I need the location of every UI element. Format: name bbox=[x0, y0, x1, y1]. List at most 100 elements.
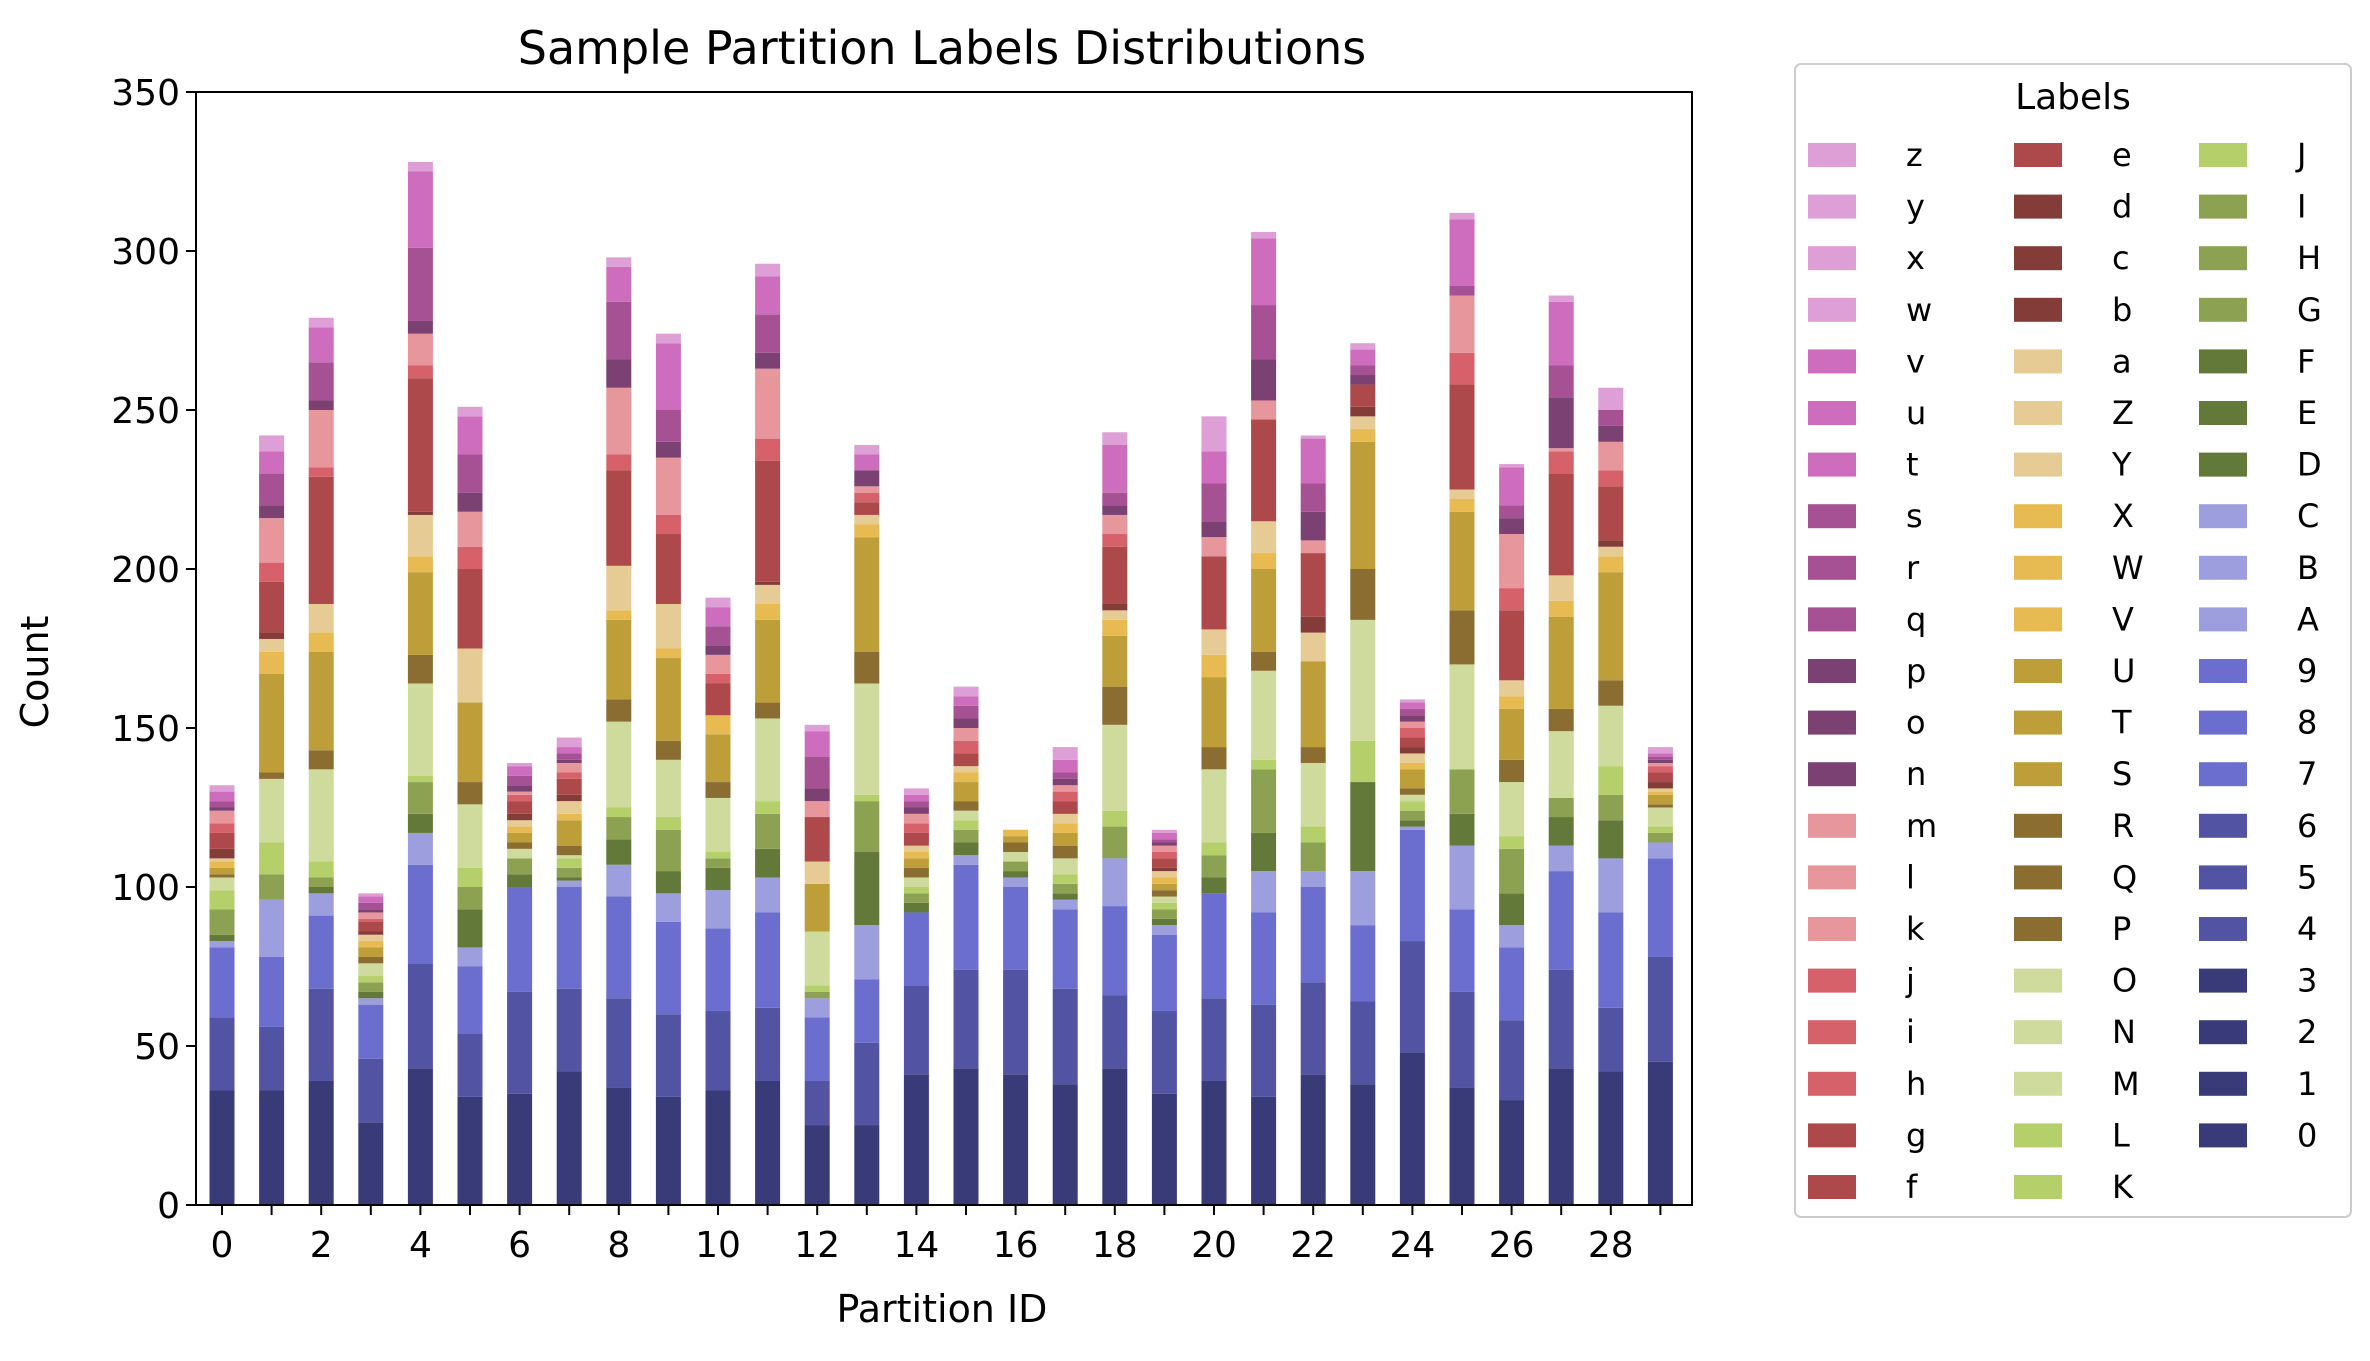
bar-segment-p17-k-m bbox=[1052, 785, 1078, 792]
bar-segment-p9-D-F bbox=[655, 871, 681, 894]
bar-segment-p4-S-U bbox=[407, 572, 433, 655]
x-tick-label: 16 bbox=[993, 1225, 1039, 1266]
bar-segment-p19-t-v bbox=[1151, 832, 1177, 840]
bar-segment-p21-7-9 bbox=[1251, 912, 1277, 1005]
bar-segment-p4-h-j bbox=[407, 365, 433, 379]
bar-segment-p17-A-C bbox=[1052, 899, 1078, 910]
bar-segment-p23-w-z bbox=[1350, 343, 1376, 350]
bar-segment-p15-h-j bbox=[953, 740, 979, 754]
legend-swatch-e bbox=[2014, 143, 2062, 167]
x-axis-label: Partition ID bbox=[837, 1287, 1048, 1331]
bar-segment-p9-A-C bbox=[655, 893, 681, 922]
bar-segment-p26-h-j bbox=[1499, 588, 1525, 611]
bar-segment-p20-P-R bbox=[1201, 747, 1227, 770]
bar-segment-p8-q-s bbox=[606, 301, 632, 360]
bar-segment-p3-w-z bbox=[358, 893, 384, 897]
legend-label-n: n bbox=[1906, 755, 1926, 793]
bar-segment-p9-G-I bbox=[655, 829, 681, 872]
legend-label-i: i bbox=[1906, 1013, 1915, 1051]
bar-segment-p26-J-L bbox=[1499, 836, 1525, 849]
bar-segment-p15-G-I bbox=[953, 829, 979, 843]
bar-segment-p14-J-L bbox=[903, 887, 929, 894]
bar-segment-p5-D-F bbox=[457, 909, 483, 948]
bar-segment-p9-0-3 bbox=[655, 1096, 681, 1205]
bar-segment-p15-7-9 bbox=[953, 864, 979, 970]
bar-segment-p8-A-C bbox=[606, 864, 632, 897]
bar-segment-p25-V-X bbox=[1449, 499, 1475, 512]
bar-segment-p27-k-m bbox=[1548, 448, 1574, 452]
bar-segment-p29-h-j bbox=[1647, 766, 1673, 773]
bar-segment-p29-M-O bbox=[1647, 807, 1673, 827]
bar-segment-p18-P-R bbox=[1102, 686, 1128, 725]
bar-segment-p19-M-O bbox=[1151, 896, 1177, 903]
bar-segment-p24-D-F bbox=[1399, 820, 1425, 827]
legend-label-l: l bbox=[1906, 858, 1915, 896]
bar-segment-p15-D-F bbox=[953, 842, 979, 856]
bar-segment-p1-M-O bbox=[259, 778, 285, 843]
bar-segment-p12-0-3 bbox=[804, 1125, 830, 1205]
bar-segment-p8-D-F bbox=[606, 839, 632, 865]
bar-segment-p13-w-z bbox=[854, 444, 880, 455]
legend-label-Q: Q bbox=[2112, 858, 2137, 896]
bar-segment-p4-e-g bbox=[407, 378, 433, 512]
bar-segment-p28-A-C bbox=[1598, 858, 1624, 913]
y-tick-label: 250 bbox=[111, 391, 180, 432]
bar-segment-p25-e-g bbox=[1449, 384, 1475, 490]
bar-segment-p9-S-U bbox=[655, 658, 681, 741]
bar-segment-p20-q-s bbox=[1201, 483, 1227, 522]
legend-label-W: W bbox=[2112, 549, 2144, 587]
bar-segment-p14-M-O bbox=[903, 877, 929, 887]
bar-segment-p17-q-s bbox=[1052, 772, 1078, 779]
bar-segment-p20-k-m bbox=[1201, 537, 1227, 557]
bar-segment-p3-P-R bbox=[358, 956, 384, 964]
legend-label-4: 4 bbox=[2297, 910, 2317, 948]
legend-swatch-S bbox=[2014, 762, 2062, 787]
legend-swatch-8 bbox=[2199, 710, 2247, 735]
bar-segment-p15-t-v bbox=[953, 696, 979, 706]
legend-label-1: 1 bbox=[2297, 1065, 2317, 1103]
bar-segment-p26-S-U bbox=[1499, 708, 1525, 760]
bar-segment-p5-7-9 bbox=[457, 966, 483, 1034]
bar-segment-p25-4-6 bbox=[1449, 991, 1475, 1088]
bar-segment-p10-A-C bbox=[705, 890, 731, 929]
bar-segment-p6-7-9 bbox=[507, 887, 533, 992]
legend-swatch-M bbox=[2014, 1071, 2062, 1096]
x-tick-label: 0 bbox=[211, 1225, 234, 1266]
y-tick-label: 100 bbox=[111, 868, 180, 909]
bar-segment-p13-k-m bbox=[854, 486, 880, 493]
bar-segment-p22-t-v bbox=[1300, 438, 1326, 484]
bar-segment-p24-S-U bbox=[1399, 769, 1425, 789]
legend-label-y: y bbox=[1906, 188, 1925, 226]
bar-segment-p2-n-p bbox=[308, 400, 334, 410]
bar-segment-p10-M-O bbox=[705, 797, 731, 853]
bar-segment-p29-k-m bbox=[1647, 762, 1673, 767]
bar-segment-p3-7-9 bbox=[358, 1004, 384, 1059]
legend-swatch-U bbox=[2014, 659, 2062, 683]
legend-label-J: J bbox=[2295, 136, 2306, 174]
bar-segment-p24-e-g bbox=[1399, 737, 1425, 748]
bar-segment-p2-G-I bbox=[308, 877, 334, 887]
bar-segment-p10-0-3 bbox=[705, 1090, 731, 1205]
legend-swatch-c bbox=[2014, 246, 2062, 271]
legend-label-q: q bbox=[1906, 600, 1926, 638]
bar-segment-p26-P-R bbox=[1499, 759, 1525, 783]
legend-label-g: g bbox=[1906, 1116, 1926, 1154]
bar-segment-p26-V-X bbox=[1499, 696, 1525, 709]
bar-segment-p20-w-z bbox=[1201, 416, 1227, 452]
bar-segment-p8-t-v bbox=[606, 266, 632, 302]
bar-segment-p23-V-X bbox=[1350, 429, 1376, 442]
bar-segment-p15-w-z bbox=[953, 686, 979, 697]
bar-segment-p9-e-g bbox=[655, 534, 681, 604]
bar-segment-p29-P-R bbox=[1647, 804, 1673, 808]
bar-segment-p24-Y-a bbox=[1399, 753, 1425, 763]
legend-label-h: h bbox=[1906, 1065, 1926, 1103]
bar-segment-p0-h-j bbox=[209, 823, 235, 833]
bar-segment-p5-q-s bbox=[457, 454, 483, 493]
bar-segment-p27-t-v bbox=[1548, 301, 1574, 366]
bar-segment-p12-k-m bbox=[804, 801, 830, 818]
bar-segment-p0-t-v bbox=[209, 791, 235, 802]
bar-segment-p6-h-j bbox=[507, 794, 533, 802]
bar-segment-p6-V-X bbox=[507, 826, 533, 833]
legend-label-Y: Y bbox=[2111, 446, 2132, 484]
bar-segment-p20-t-v bbox=[1201, 451, 1227, 484]
